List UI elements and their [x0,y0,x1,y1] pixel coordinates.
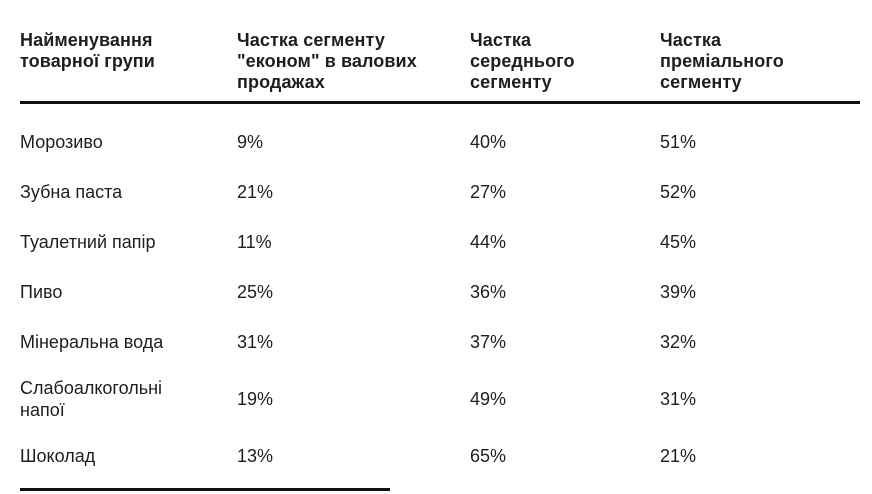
econom-share-cell: 13% [237,446,274,466]
middle-share-cell: 27% [470,182,507,202]
middle-share-cell: 44% [470,232,507,252]
table-bottom-rule-partial [20,488,390,491]
table-row: Морозиво 9% 40% 51% [20,117,860,167]
middle-share-cell: 36% [470,282,507,302]
products-segments-table: Найменування товарної групи Частка сегме… [20,0,860,481]
product-name-cell: Зубна паста [20,182,123,202]
premium-share-cell: 32% [660,332,697,352]
econom-share-cell: 11% [237,232,272,252]
middle-share-cell: 37% [470,332,507,352]
premium-share-cell: 52% [660,182,697,202]
product-name-cell: Пиво [20,282,63,302]
middle-share-cell: 65% [470,446,507,466]
header-cell-middle-share: Частка середнього сегменту [470,30,575,92]
table-header: Найменування товарної групи Частка сегме… [20,0,860,104]
table-row: Мінеральна вода 31% 37% 32% [20,317,860,367]
premium-share-cell: 39% [660,282,697,302]
table-row: Пиво 25% 36% 39% [20,267,860,317]
table-row: Шоколад 13% 65% 21% [20,431,860,481]
econom-share-cell: 21% [237,182,274,202]
product-name-cell: Морозиво [20,132,103,152]
econom-share-cell: 25% [237,282,274,302]
product-name-cell: Слабоалкогольні напої [20,378,163,420]
product-name-cell: Шоколад [20,446,96,466]
product-name-cell: Мінеральна вода [20,332,164,352]
product-name-cell: Туалетний папір [20,232,156,252]
table-body: Морозиво 9% 40% 51% Зубна паста 21% 27% … [20,117,860,481]
premium-share-cell: 31% [660,389,697,409]
table-row: Слабоалкогольні напої 19% 49% 31% [20,367,860,431]
header-cell-premium-share: Частка преміального сегменту [660,30,784,92]
econom-share-cell: 31% [237,332,274,352]
middle-share-cell: 49% [470,389,507,409]
premium-share-cell: 51% [660,132,697,152]
econom-share-cell: 9% [237,132,264,152]
header-cell-econom-share: Частка сегменту "економ" в валових прода… [237,30,417,92]
header-cell-product-group: Найменування товарної групи [20,30,155,71]
econom-share-cell: 19% [237,389,274,409]
middle-share-cell: 40% [470,132,507,152]
table-row: Зубна паста 21% 27% 52% [20,167,860,217]
table-row: Туалетний папір 11% 44% 45% [20,217,860,267]
premium-share-cell: 45% [660,232,697,252]
premium-share-cell: 21% [660,446,697,466]
